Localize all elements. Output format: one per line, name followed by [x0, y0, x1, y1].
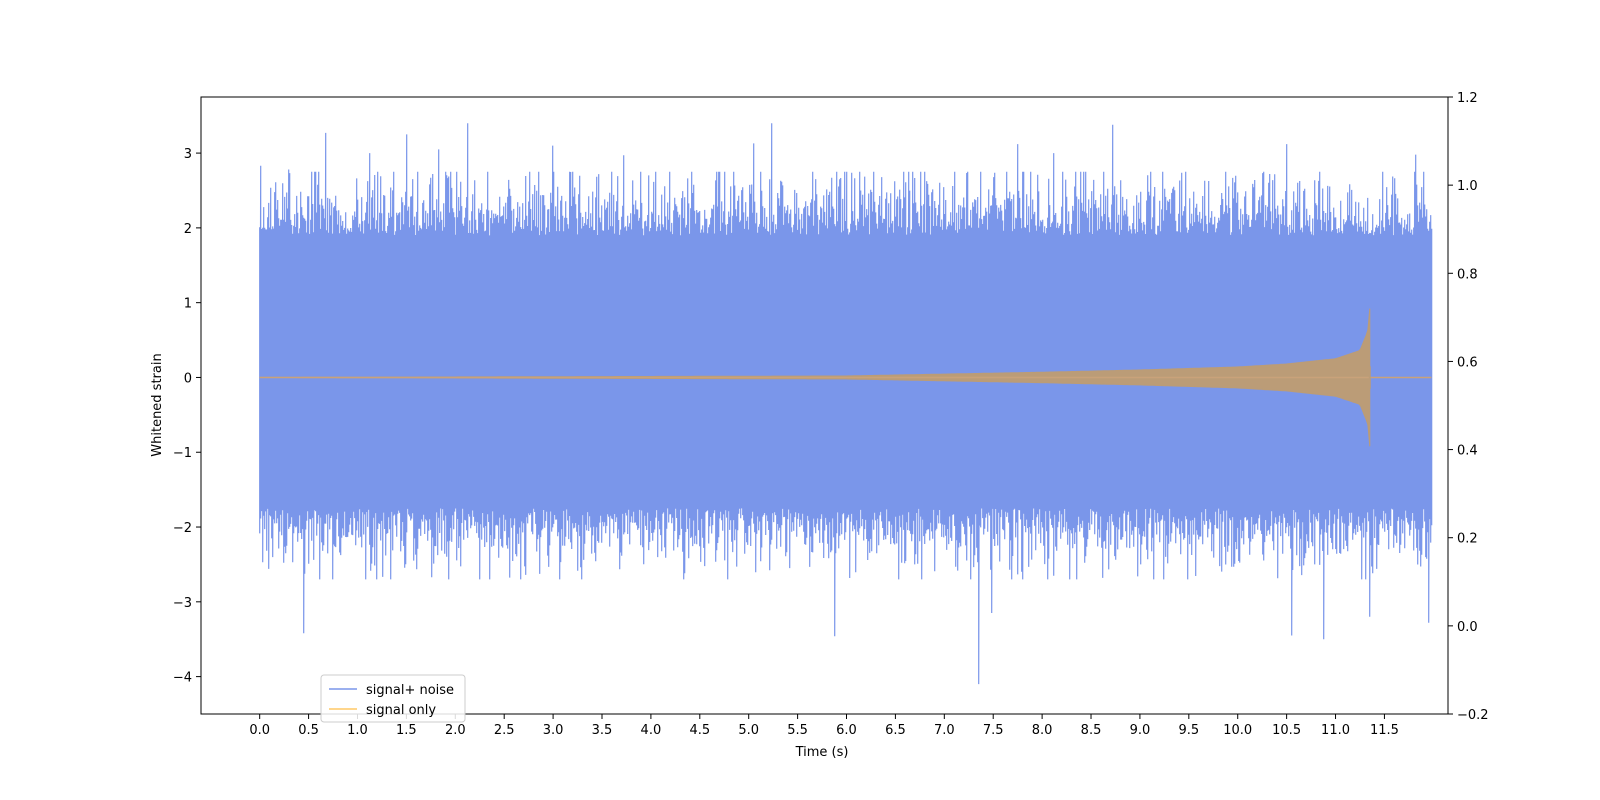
x-tick-label: 7.0 [934, 723, 955, 738]
x-tick-label: 10.0 [1223, 723, 1252, 738]
plot-frame [200, 96, 1449, 715]
x-tick-label: 1.0 [347, 723, 368, 738]
x-tick-label: 8.5 [1081, 723, 1102, 738]
legend-box [320, 674, 466, 723]
legend: signal+ noise signal only [320, 674, 466, 723]
y2-axis-right: 1.2 1.0 0.8 0.6 0.4 0.2 0.0 −0.2 [1448, 91, 1489, 723]
x-tick-label: 3.0 [543, 723, 564, 738]
y2-tick-label: 0.4 [1457, 444, 1478, 459]
series-line-signal-noise [259, 123, 1433, 685]
y-tick-label: −4 [173, 671, 192, 686]
y-tick-label: 2 [184, 222, 192, 237]
x-tick-label: 6.0 [836, 723, 857, 738]
y-tick-label: −3 [173, 596, 192, 611]
y-tick-label: 3 [184, 147, 192, 162]
x-tick-label: 9.0 [1130, 723, 1151, 738]
y-axis: 3 2 1 0 −1 −2 −3 −4 [173, 147, 201, 686]
x-tick-label: 5.0 [738, 723, 759, 738]
x-axis-label: Time (s) [795, 745, 849, 760]
legend-label-signal-only: signal only [366, 703, 436, 718]
y2-tick-label: 0.6 [1457, 355, 1478, 370]
x-tick-label: 4.5 [689, 723, 710, 738]
y-tick-label: −2 [173, 521, 192, 536]
y2-tick-label: 1.2 [1457, 91, 1478, 106]
x-tick-label: 11.0 [1321, 723, 1350, 738]
x-tick-label: 8.0 [1032, 723, 1053, 738]
x-tick-label: 2.0 [445, 723, 466, 738]
x-tick-label: 6.5 [885, 723, 906, 738]
x-tick-label: 0.5 [298, 723, 319, 738]
x-tick-label: 11.5 [1370, 723, 1399, 738]
y2-tick-label: 0.0 [1457, 620, 1478, 635]
y-tick-label: 1 [184, 297, 192, 312]
x-tick-label: 4.0 [641, 723, 662, 738]
x-tick-label: 5.5 [787, 723, 808, 738]
y2-tick-label: 1.0 [1457, 179, 1478, 194]
x-tick-label: 9.5 [1178, 723, 1199, 738]
y-axis-label: Whitened strain [150, 353, 165, 456]
x-tick-label: 0.0 [249, 723, 270, 738]
x-tick-label: 1.5 [396, 723, 417, 738]
y2-tick-label: −0.2 [1457, 708, 1489, 723]
x-tick-label: 10.5 [1272, 723, 1301, 738]
x-tick-label: 7.5 [983, 723, 1004, 738]
x-tick-label: 3.5 [592, 723, 613, 738]
y-tick-label: −1 [173, 446, 192, 461]
x-axis: 0.0 0.5 1.0 1.5 2.0 2.5 3.0 3.5 4.0 4.5 5.0 5.5 6.0 6… [249, 714, 1399, 738]
y-tick-label: 0 [184, 371, 192, 386]
x-tick-label: 2.5 [494, 723, 515, 738]
y2-tick-label: 0.8 [1457, 267, 1478, 282]
y2-tick-label: 0.2 [1457, 532, 1478, 547]
legend-label-signal-noise: signal+ noise [366, 683, 454, 698]
